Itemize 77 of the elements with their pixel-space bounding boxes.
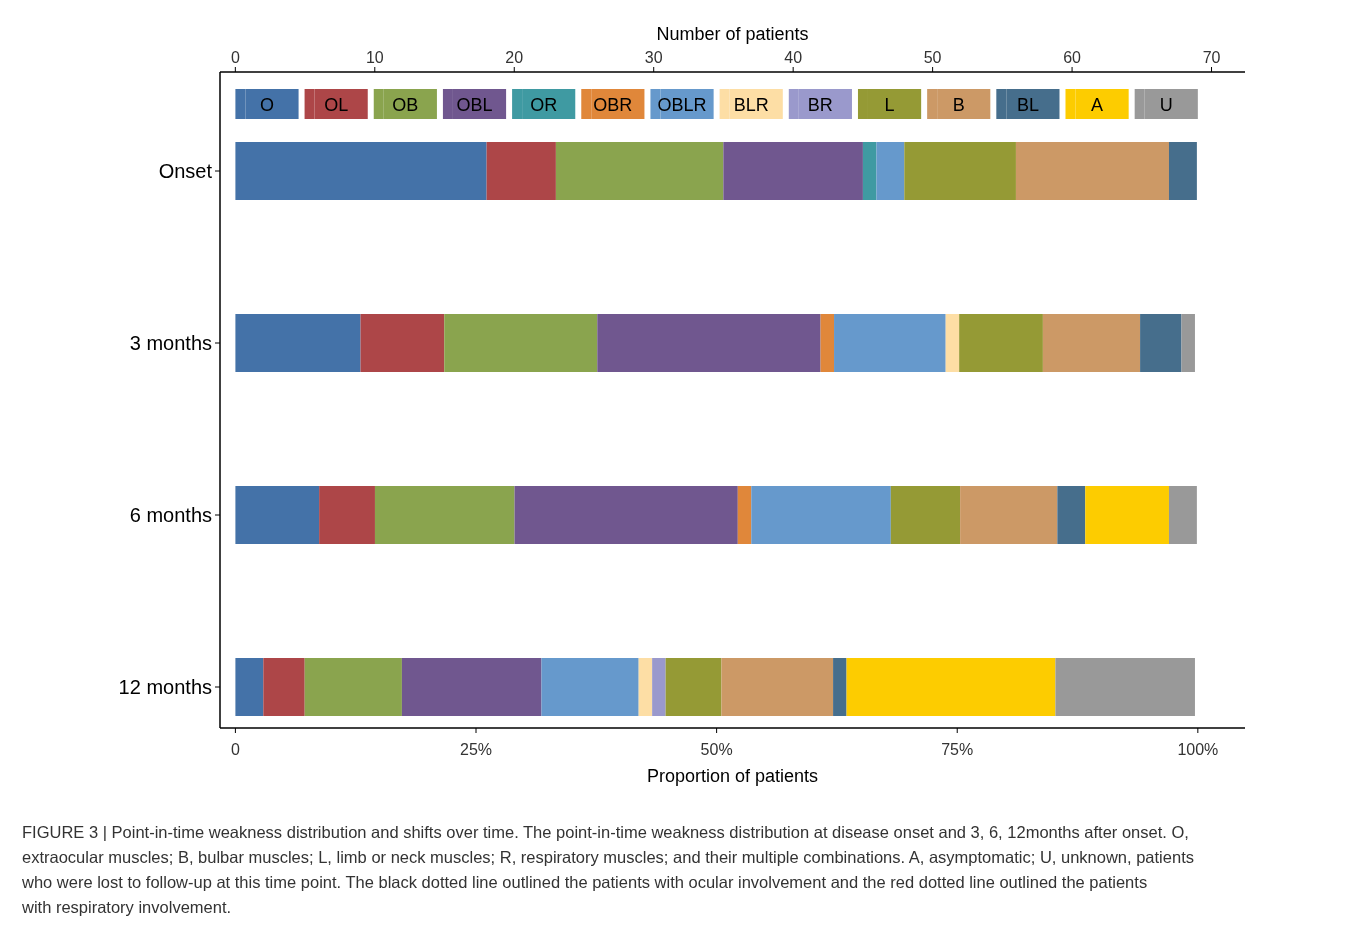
bar <box>235 142 487 200</box>
bar <box>721 658 834 716</box>
y-tick-label: 3 months <box>129 332 212 354</box>
legend-label: OBLR <box>657 95 707 115</box>
bar <box>959 314 1043 372</box>
bar <box>833 658 847 716</box>
legend-label: A <box>1091 95 1104 115</box>
x-tick-label: 25% <box>459 741 493 758</box>
y-tick-label: 12 months <box>118 676 212 698</box>
bar <box>374 486 515 544</box>
bar <box>555 142 724 200</box>
legend-label: BLR <box>733 95 769 115</box>
bar <box>723 142 863 200</box>
bar <box>1140 314 1182 372</box>
bar <box>304 658 402 716</box>
x2-tick-label: 20 <box>505 49 524 66</box>
bar <box>263 658 305 716</box>
x2-tick-label: 10 <box>365 49 384 66</box>
bar <box>514 486 738 544</box>
legend-label: OB <box>392 95 419 115</box>
legend-label: O <box>259 95 274 115</box>
legend-label: OBR <box>593 95 633 115</box>
x-tick-label: 75% <box>941 741 974 758</box>
bar <box>1085 486 1169 544</box>
bar <box>904 142 1016 200</box>
bar <box>235 486 320 544</box>
x2-tick-label: 50 <box>923 49 942 66</box>
bar <box>1168 142 1197 200</box>
bar <box>876 142 905 200</box>
bar <box>541 658 639 716</box>
bar <box>1042 314 1141 372</box>
bar <box>1057 486 1086 544</box>
x2-tick-label: 0 <box>230 49 240 66</box>
bar <box>401 658 542 716</box>
x2-axis-title: Number of patients <box>656 24 809 44</box>
bar <box>960 486 1058 544</box>
legend-label: U <box>1159 95 1173 115</box>
bar <box>737 486 752 544</box>
legend-label: OBL <box>456 95 493 115</box>
bar <box>945 314 960 372</box>
bar <box>1055 658 1195 716</box>
legend-label: OL <box>324 95 349 115</box>
x-tick-label: 0 <box>230 741 240 758</box>
y-tick-label: Onset <box>158 160 213 182</box>
legend-label: BR <box>807 95 833 115</box>
bar <box>597 314 821 372</box>
y-tick-label: 6 months <box>129 504 212 526</box>
x-tick-label: 50% <box>700 741 733 758</box>
bar <box>834 314 946 372</box>
x2-tick-label: 60 <box>1063 49 1082 66</box>
bar <box>444 314 598 372</box>
x2-tick-label: 40 <box>784 49 803 66</box>
bar <box>235 658 264 716</box>
x2-tick-label: 70 <box>1202 49 1221 66</box>
bar <box>235 314 361 372</box>
bar <box>862 142 877 200</box>
x-tick-label: 100% <box>1177 741 1219 758</box>
bar <box>360 314 445 372</box>
caption: FIGURE 3 | Point-in-time weakness distribution and shifts over time. The point-in-time weakness distribution at disease onset and 3, 6, 12months after onset. O, extraocular muscles; B, bulbar muscles; L, limb or neck muscles; R, respiratory muscles; and their multiple combinations. A, asymptomatic; U, unknown, patients who were lost to follow-up at this time point. The black dotted line outlined the patients with ocular involvement and the red dotted line outlined the patients with respiratory involvement. <box>21 823 1194 916</box>
bar <box>652 658 666 716</box>
bar <box>665 658 722 716</box>
bar <box>1181 314 1195 372</box>
x2-tick-label: 30 <box>644 49 663 66</box>
bar <box>846 658 1056 716</box>
bar <box>319 486 375 544</box>
bar <box>890 486 961 544</box>
legend-label: B <box>952 95 965 115</box>
bar <box>638 658 653 716</box>
bar <box>820 314 835 372</box>
bar <box>751 486 891 544</box>
bar <box>1168 486 1197 544</box>
legend-label: BL <box>1016 95 1039 115</box>
legend-label: OR <box>530 95 558 115</box>
x-axis-title: Proportion of patients <box>646 766 819 786</box>
bar <box>486 142 556 200</box>
bar <box>1015 142 1169 200</box>
legend-label: L <box>884 95 895 115</box>
